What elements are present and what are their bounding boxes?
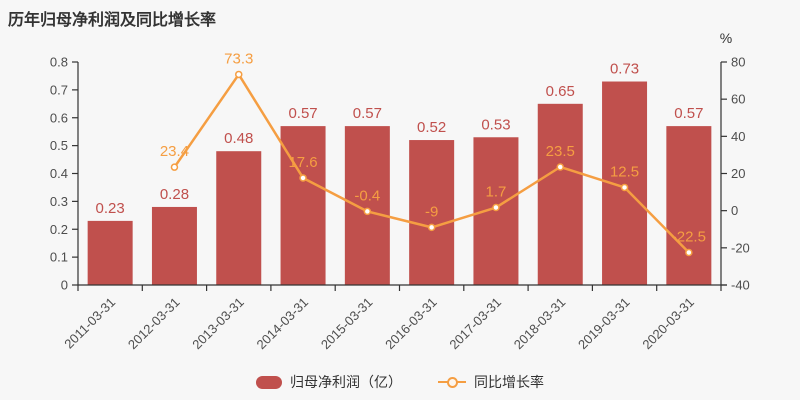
right-axis-tick-label: 0 [731, 203, 738, 218]
line-marker-icon [363, 207, 372, 216]
bar-value-label: 0.57 [674, 105, 703, 122]
right-axis-tick-label: -40 [731, 278, 750, 293]
line-value-label: 17.6 [288, 154, 317, 171]
line-value-label: 12.5 [610, 163, 639, 180]
bar-series [87, 81, 712, 285]
bar [216, 151, 262, 285]
bar-value-label: 0.52 [417, 119, 446, 136]
line-value-label: 73.3 [224, 50, 253, 67]
line-marker-icon [427, 223, 436, 232]
bar-value-label: 0.53 [481, 116, 510, 133]
bar [666, 126, 712, 285]
bar-value-label: 0.28 [160, 186, 189, 203]
left-axis-tick-label: 0.5 [50, 138, 68, 153]
line-value-label: 23.4 [160, 143, 189, 160]
line-value-label: -0.4 [354, 187, 380, 204]
line-value-label: 1.7 [486, 184, 507, 201]
right-axis-tick-label: 40 [731, 129, 745, 144]
line-marker-icon [556, 163, 564, 171]
left-axis-tick-label: 0.8 [50, 55, 68, 70]
bar [151, 206, 197, 285]
bar-value-label: 0.48 [224, 130, 253, 147]
bar [344, 126, 390, 285]
line-value-label: -9 [425, 203, 438, 220]
left-axis-tick-label: 0.1 [50, 250, 68, 265]
line-marker-icon [170, 163, 179, 171]
bar-value-labels: 0.23 0.28 0.48 0.57 0.57 0.52 0.53 0.65 0.73 0.57 [96, 61, 704, 217]
bar [280, 126, 326, 285]
right-axis-tick-label: 80 [731, 55, 745, 70]
bar [409, 140, 455, 285]
right-axis-tick-label: 20 [731, 166, 745, 181]
right-axis-tick-label: 60 [731, 92, 745, 107]
left-axis-tick-label: 0.7 [50, 82, 68, 97]
x-axis-category-label: 2011-03-31 [61, 295, 118, 352]
line-marker-icon [235, 70, 243, 79]
legend-item-net-profit[interactable]: 归母净利润（亿） [256, 372, 402, 392]
line-marker-icon [492, 203, 500, 212]
line-value-label: 23.5 [546, 143, 575, 160]
bar-series-swatch [256, 375, 282, 389]
legend-label-net-profit: 归母净利润（亿） [290, 374, 402, 390]
x-axis-category-label: 2018-03-31 [511, 295, 569, 353]
left-axis-tick-label: 0.6 [50, 110, 68, 125]
left-axis-tick-label: 0.3 [50, 194, 68, 209]
line-marker-icon [620, 183, 629, 192]
right-axis-unit-label: % [719, 30, 733, 46]
bar-value-label: 0.57 [353, 105, 382, 122]
right-axis-tick-label: -20 [731, 240, 750, 255]
legend-item-yoy-growth[interactable]: 同比增长率 [438, 372, 544, 392]
x-axis-category-label: 2020-03-31 [639, 295, 697, 353]
bar-value-label: 0.65 [546, 83, 575, 100]
x-axis-category-label: 2019-03-31 [575, 295, 633, 353]
left-axis-tick-label: 0.2 [50, 222, 68, 237]
x-axis-category-label: 2013-03-31 [189, 295, 247, 353]
bar-value-label: 0.73 [610, 61, 639, 78]
x-axis-category-label: 2012-03-31 [125, 295, 183, 353]
chart-title: 历年归母净利润及同比增长率 [8, 12, 217, 29]
x-axis-category-label: 2017-03-31 [446, 295, 504, 353]
bar-value-label: 0.23 [96, 200, 125, 217]
legend: 归母净利润（亿） 同比增长率 [0, 372, 800, 392]
bar-value-label: 0.57 [288, 105, 317, 122]
line-value-labels: 23.4 73.3 17.6 -0.4 -9 1.7 23.5 12.5 -22.5 [160, 50, 706, 245]
bar [87, 220, 133, 285]
line-marker-icon [685, 248, 693, 257]
line-series-swatch [438, 375, 466, 389]
x-axis-category-label: 2015-03-31 [318, 295, 376, 353]
line-swatch-marker-icon [447, 377, 458, 388]
line-value-label: -22.5 [672, 228, 706, 245]
bar [537, 103, 583, 285]
left-axis-tick-label: 0.4 [50, 166, 68, 181]
x-axis-category-label: 2016-03-31 [382, 295, 440, 353]
left-axis-tick-label: 0 [61, 278, 68, 293]
legend-label-yoy-growth: 同比增长率 [474, 374, 544, 390]
x-axis-category-label: 2014-03-31 [254, 295, 312, 353]
line-marker-icon [299, 174, 307, 182]
